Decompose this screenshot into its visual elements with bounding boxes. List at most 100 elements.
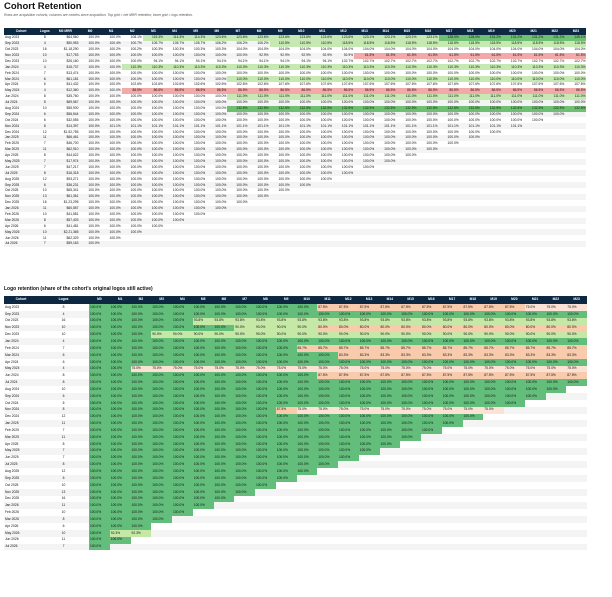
logo-retention-cell: 100.0% (172, 468, 193, 476)
retention-value-cell: 111.0% (417, 93, 439, 100)
retention-value-cell: 101.1% (447, 123, 459, 128)
retention-value-cell: 100.0% (489, 100, 501, 105)
retention-value-cell: 107.6% (510, 82, 523, 87)
empty-cell (442, 448, 463, 455)
cohort-cell: Feb 2025 (5, 141, 19, 146)
empty-cell (504, 468, 525, 475)
empty-cell (193, 516, 214, 523)
retention-value-cell: 100.0% (194, 164, 206, 169)
empty-cell (525, 468, 546, 475)
retention-value-cell: 111.0% (269, 93, 291, 100)
retention-value-cell: 100.0% (88, 164, 100, 169)
empty-cell (255, 516, 276, 523)
logo-retention-cell: 87.5% (462, 372, 484, 380)
empty-cell (151, 537, 172, 544)
logo-retention-cell: 100.0% (483, 379, 505, 387)
logo-retention-cell: 100.0% (89, 543, 110, 551)
logo-retention-cell: 100.0% (192, 427, 214, 435)
cohort-cell: Sep 2024 (5, 111, 20, 116)
logo-retention-cell: 87.5% (504, 372, 525, 380)
retention-value-cell: 100.0% (172, 176, 185, 181)
empty-cell (483, 523, 504, 530)
retention-value-cell: 100.0% (341, 135, 354, 140)
mrr-table-row: May 2025 7 $17,974 100.0% 100.0% 100.0% 100.0%… (4, 158, 608, 165)
retention-value-cell: 100.0% (363, 141, 375, 146)
logo-retention-cell: 100.0% (109, 317, 131, 325)
logos-cell: 10 (42, 188, 47, 193)
logo-retention-cell: 80.0% (483, 324, 505, 332)
retention-value-cell: 100.0% (215, 141, 227, 146)
logo-retention-cell: 100.0% (296, 351, 318, 359)
retention-value-cell: 132.5% (332, 105, 355, 112)
empty-cell (338, 482, 359, 489)
logo-retention-cell: 93.8% (483, 317, 505, 325)
empty-cell (400, 509, 421, 516)
retention-value-cell: 100.0% (172, 129, 185, 134)
retention-value-cell: 100.0% (257, 70, 269, 75)
logo-header-m17: M17 (441, 296, 463, 304)
mrr-table-row: Jun 2025 7 $47,217 100.0% 100.0% 100.0% 100.0%… (4, 165, 608, 171)
retention-value-cell: 100.0% (510, 111, 523, 116)
logo-table-row: Jun 2024 8 100.0% 100.0% 100.0% 100.0% 100.0% 1… (4, 372, 608, 380)
empty-cell (421, 461, 442, 468)
retention-value-cell: 100.0% (109, 176, 121, 181)
logo-retention-cell: 87.5% (545, 372, 567, 380)
logo-retention-cell: 100.0% (192, 420, 214, 428)
empty-cell (151, 544, 172, 551)
empty-cell (546, 434, 567, 441)
retention-value-cell: 102.7% (553, 58, 565, 63)
empty-cell (380, 516, 401, 523)
retention-value-cell: 102.7% (447, 58, 459, 63)
logos-cell: 8 (62, 441, 65, 446)
retention-value-cell: 86.5% (269, 88, 291, 94)
retention-value-cell: 100.0% (88, 135, 100, 140)
logo-retention-cell: 100.0% (130, 481, 152, 489)
retention-value-cell: 132.5% (311, 105, 333, 112)
logo-retention-cell: 100.0% (255, 310, 276, 318)
retention-value-cell: 132.5% (375, 105, 397, 112)
retention-value-cell: 110.3% (290, 64, 312, 71)
retention-value-cell: 114.3% (185, 35, 207, 41)
retention-value-cell: 100.0% (320, 170, 332, 175)
logo-retention-cell: 100.0% (89, 365, 110, 373)
logo-retention-cell: 100.0% (400, 358, 422, 366)
logo-table-row: Feb 2025 7 100.0% 100.0% 100.0% 100.0% 100.0% 1… (4, 427, 608, 435)
logos-cell: 10 (42, 105, 47, 110)
retention-value-cell: 105.7% (172, 41, 185, 46)
logo-retention-cell: 100.0% (109, 331, 131, 339)
empty-cell (297, 509, 318, 516)
retention-value-cell: 100.0% (109, 111, 121, 116)
empty-cell (566, 502, 587, 509)
retention-value-cell: 100.0% (320, 70, 332, 75)
logo-retention-cell: 100.0% (441, 379, 463, 387)
retention-value-cell: 100.0% (109, 105, 121, 110)
empty-cell (276, 482, 297, 489)
logo-retention-cell: 100.0% (421, 310, 442, 318)
empty-cell (380, 530, 401, 537)
logo-retention-cell: 90.0% (192, 331, 214, 339)
retention-value-cell: 100.0% (194, 182, 206, 187)
logo-retention-cell: 100.0% (192, 358, 214, 366)
logos-cell: 6 (62, 393, 65, 398)
cohort-cell: Feb 2026 (5, 212, 19, 217)
empty-cell (442, 489, 463, 496)
logo-retention-cell: 85.7% (400, 345, 422, 352)
retention-value-cell: 61.5% (417, 52, 439, 59)
logo-retention-cell: 100.0% (379, 358, 401, 366)
retention-value-cell: 100.0% (151, 200, 163, 205)
empty-cell (131, 537, 152, 544)
retention-value-cell: 100.4% (109, 41, 121, 46)
logo-retention-cell: 75.0% (358, 365, 380, 373)
empty-cell (338, 502, 359, 509)
empty-cell (483, 482, 504, 489)
logo-retention-cell: 100.0% (213, 338, 235, 346)
logo-retention-cell: 100.0% (109, 345, 131, 352)
retention-value-cell: 100.0% (447, 111, 459, 116)
retention-value-cell: 86.5% (163, 88, 186, 94)
empty-cell (380, 489, 401, 496)
empty-cell (359, 455, 380, 462)
retention-value-cell: 100.0% (257, 194, 269, 199)
logo-retention-cell: 92.3% (130, 529, 152, 537)
logos-cell: 11 (61, 537, 66, 542)
retention-value-cell: 100.0% (151, 135, 163, 140)
